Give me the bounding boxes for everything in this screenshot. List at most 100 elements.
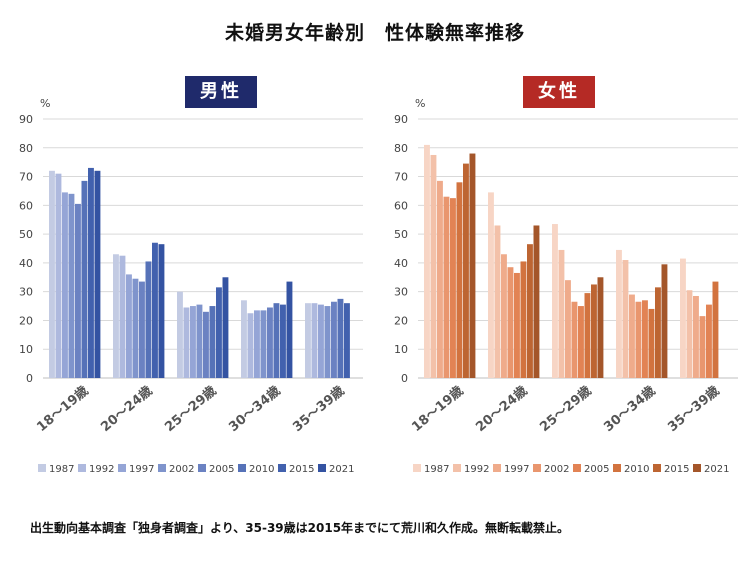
female-legend-label: 2021 (704, 464, 729, 475)
female-legend-label: 1987 (424, 464, 449, 475)
male-panel-title: 男性 (185, 76, 257, 108)
female-panel-title: 女性 (523, 76, 595, 108)
male-bar (286, 281, 293, 378)
female-bar (558, 249, 565, 378)
male-bar (273, 303, 280, 378)
male-bar (318, 304, 324, 378)
male-legend-swatch (158, 464, 166, 472)
female-legend-swatch (453, 464, 461, 472)
male-bar (254, 310, 260, 378)
male-bar (62, 192, 68, 378)
female-bar (443, 196, 450, 378)
female-bar (578, 306, 584, 378)
female-ytick-label: 50 (394, 228, 408, 241)
female-bar (686, 290, 693, 378)
male-bar (132, 278, 139, 378)
male-legend-swatch (318, 464, 326, 472)
male-bar (81, 180, 88, 378)
female-legend-label: 1992 (464, 464, 489, 475)
male-ytick-label: 20 (19, 314, 33, 327)
male-bar (94, 170, 101, 378)
male-bar (55, 173, 62, 378)
male-legend-swatch (238, 464, 246, 472)
female-bar (501, 254, 507, 378)
male-ytick-label: 40 (19, 257, 33, 270)
female-legend-swatch (613, 464, 621, 472)
female-bar (456, 182, 463, 378)
female-category-label: 18～19歳 (409, 383, 467, 435)
male-bar (222, 277, 229, 378)
female-bar (629, 294, 635, 378)
male-ytick-label: 50 (19, 228, 33, 241)
female-legend-label: 2002 (544, 464, 569, 475)
female-bar (622, 260, 629, 378)
female-bar (648, 308, 655, 378)
male-bar (145, 261, 152, 378)
female-ytick-label: 60 (394, 199, 408, 212)
female-legend-swatch (653, 464, 661, 472)
male-bar (267, 307, 273, 378)
source-note: 出生動向基本調査「独身者調査」より、35-39歳は2015年までにて荒川和久作成… (30, 521, 570, 535)
male-bar (196, 304, 203, 378)
male-bar (344, 303, 350, 378)
male-ytick-label: 60 (19, 199, 33, 212)
female-bar (591, 284, 597, 378)
female-bar (430, 154, 437, 378)
female-bar (597, 277, 604, 378)
male-legend-swatch (198, 464, 206, 472)
female-bar (565, 280, 571, 378)
female-category-label: 30～34歳 (601, 383, 659, 435)
female-ytick-label: 80 (394, 142, 408, 155)
male-bar (260, 310, 267, 378)
male-category-label: 35～39歳 (290, 383, 348, 435)
female-bar-chart: % 0 10 20 30 40 50 60 70 80 90 18～19歳 20～24歳 25～29歳 30… (394, 97, 738, 475)
male-bar-chart: % 0 10 20 30 40 50 60 70 80 90 18～19歳 20～24歳 25～29歳 30… (19, 97, 363, 475)
male-bar (190, 306, 196, 378)
male-bar (119, 255, 126, 378)
male-ytick-label: 80 (19, 142, 33, 155)
male-legend-swatch (78, 464, 86, 472)
male-bar (88, 167, 94, 378)
female-ytick-label: 0 (401, 372, 408, 385)
male-bar (177, 291, 183, 378)
female-bar (520, 261, 527, 378)
male-bar (324, 306, 331, 378)
female-bar (693, 295, 699, 378)
female-bar (712, 281, 719, 378)
female-ylabel: % (415, 97, 425, 110)
male-category-label: 18～19歳 (34, 383, 92, 435)
female-bar (450, 198, 456, 378)
male-bar (280, 304, 286, 378)
female-category-label: 20～24歳 (473, 383, 531, 435)
female-legend-swatch (413, 464, 421, 472)
female-ytick-label: 10 (394, 343, 408, 356)
female-bar (635, 301, 642, 378)
female-bar (552, 224, 558, 378)
male-bar (241, 300, 247, 378)
female-ytick-label: 70 (394, 171, 408, 184)
female-bar (699, 316, 706, 378)
female-category-label: 35～39歳 (665, 383, 723, 435)
male-bar (331, 301, 337, 378)
male-ytick-label: 30 (19, 286, 33, 299)
female-bar (463, 163, 469, 378)
male-bar (139, 281, 145, 378)
male-category-label: 25～29歳 (162, 383, 220, 435)
male-ytick-label: 10 (19, 343, 33, 356)
female-legend-swatch (493, 464, 501, 472)
male-bar (183, 307, 190, 378)
male-legend-label: 2021 (329, 464, 354, 475)
male-bar (305, 303, 311, 378)
female-bar (533, 225, 540, 378)
female-bar (494, 225, 501, 378)
female-ytick-label: 40 (394, 257, 408, 270)
male-legend-label: 2015 (289, 464, 314, 475)
male-bar (311, 303, 318, 378)
male-legend-swatch (278, 464, 286, 472)
male-category-label: 30～34歳 (226, 383, 284, 435)
female-legend-swatch (533, 464, 541, 472)
male-legend-label: 2002 (169, 464, 194, 475)
female-bar (488, 192, 494, 378)
male-bar (247, 313, 254, 378)
male-legend-swatch (118, 464, 126, 472)
